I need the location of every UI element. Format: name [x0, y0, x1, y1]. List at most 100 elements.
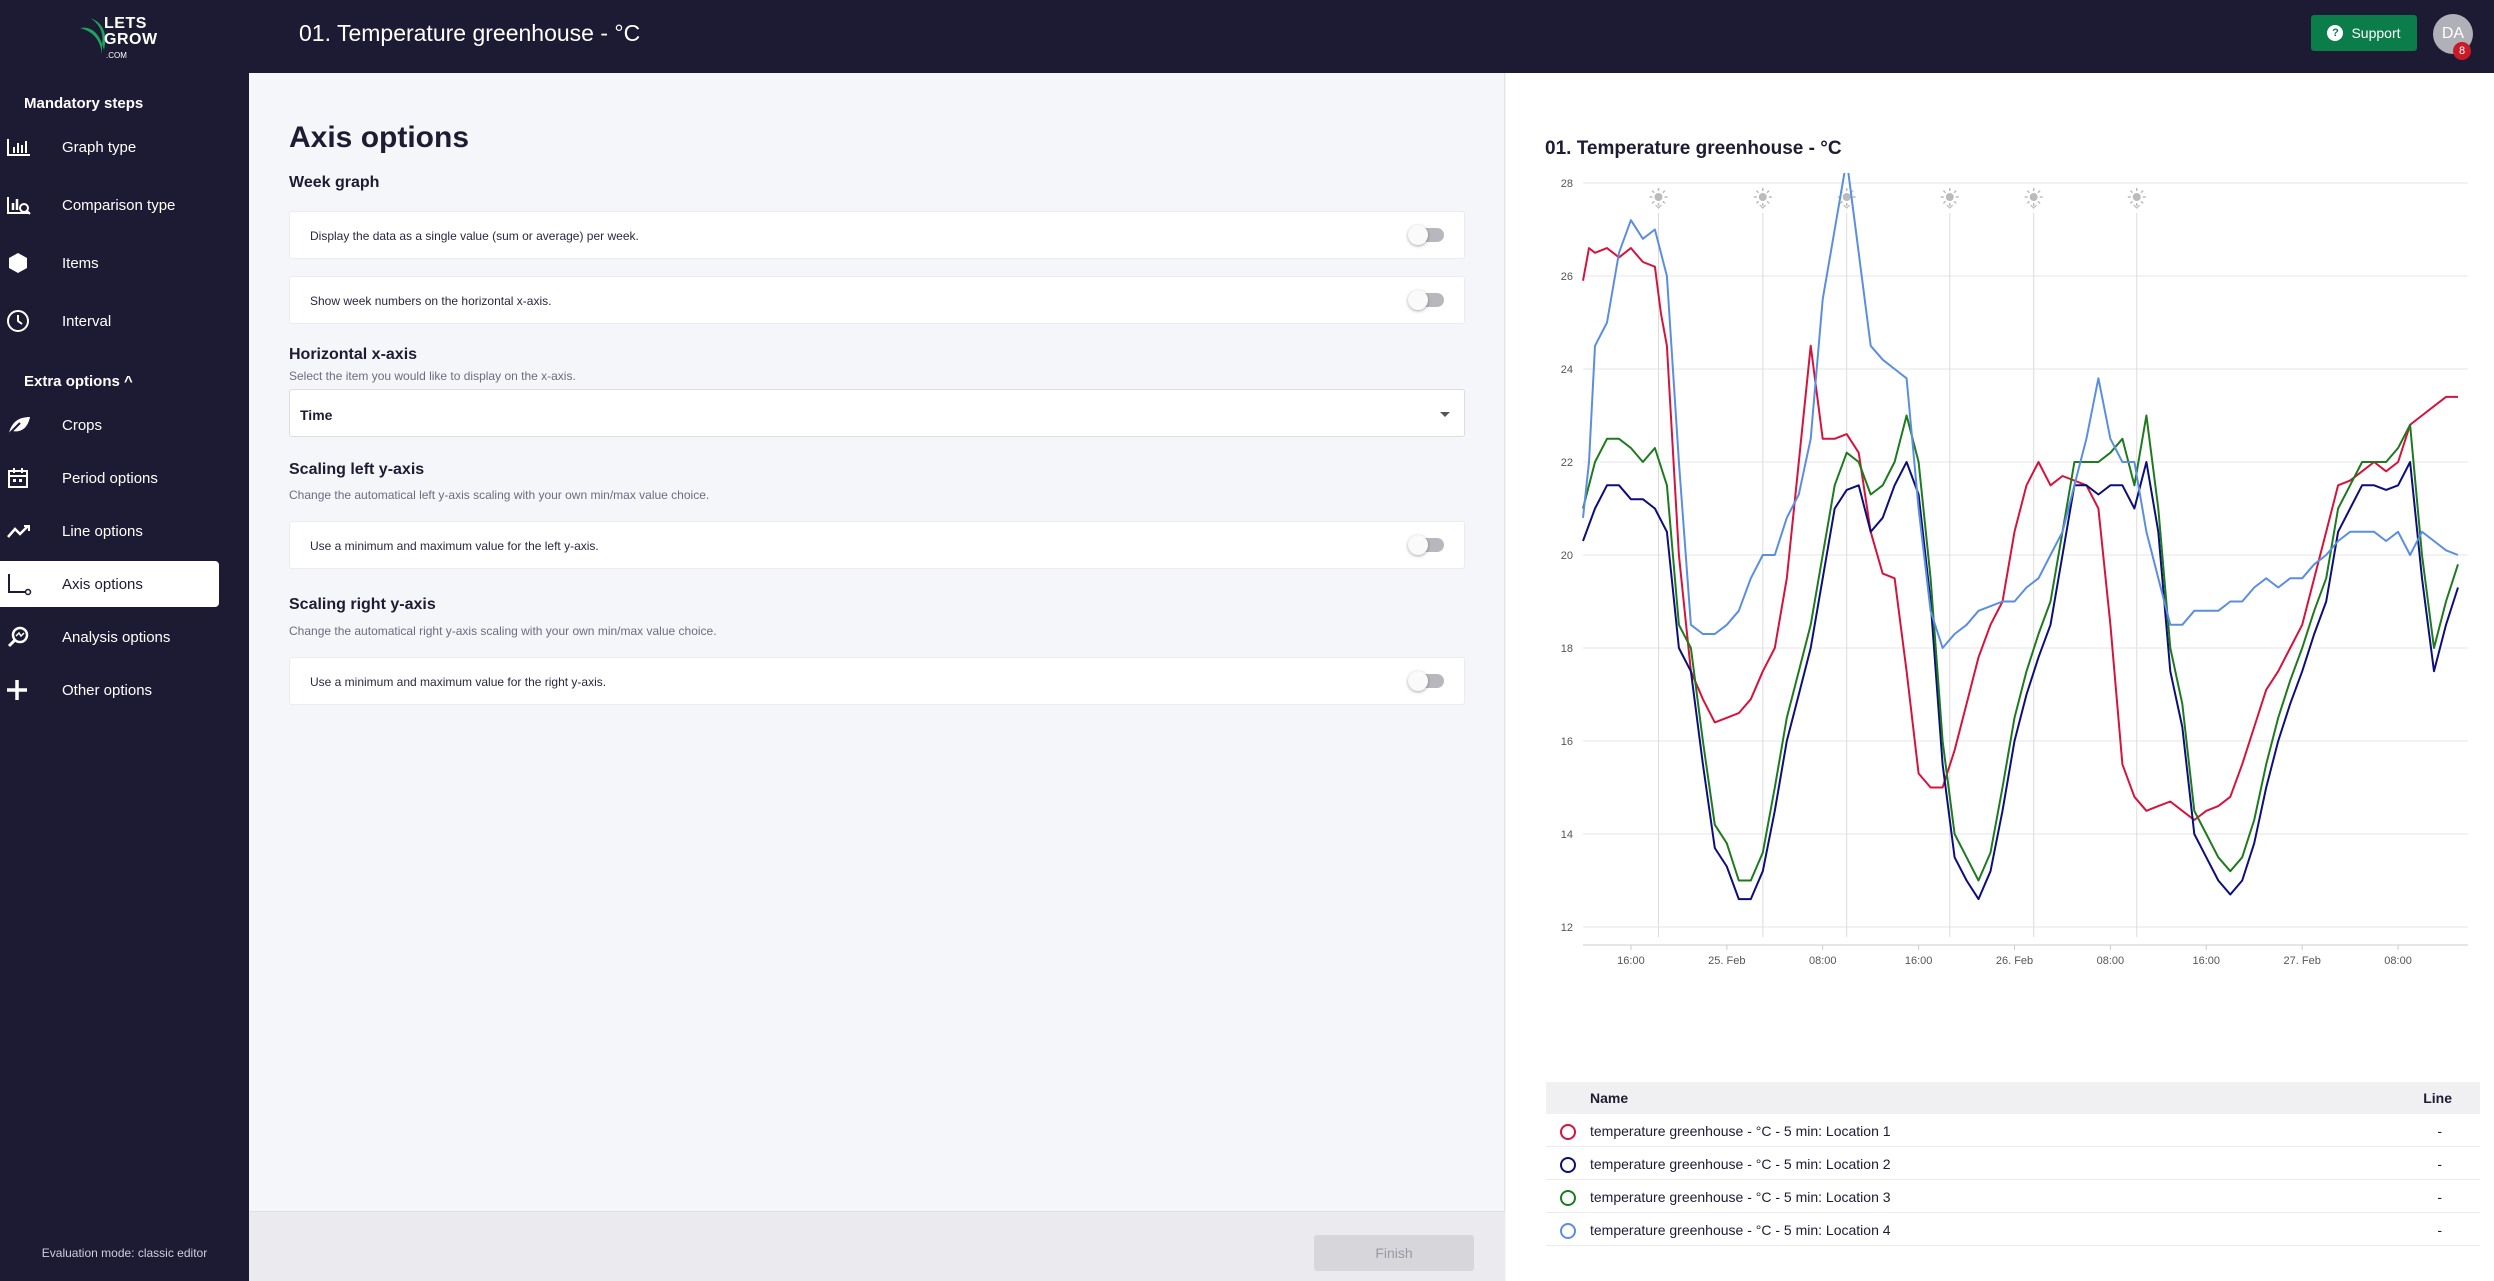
settings-panel: Axis options Week graph Display the data…	[249, 73, 1505, 1281]
x-tick-label: 26. Feb	[1996, 955, 2033, 967]
horizontal-axis-title: Horizontal x-axis	[289, 346, 418, 363]
sidebar-item-graph-type[interactable]: Graph type	[0, 124, 219, 170]
toggle-knob	[1408, 225, 1428, 245]
series-color-marker	[1560, 1190, 1576, 1206]
sidebar-item-interval[interactable]: Interval	[0, 298, 219, 344]
week-single-value-text: Display the data as a single value (sum …	[310, 229, 639, 243]
scaling-left-row: Use a minimum and maximum value for the …	[289, 521, 1465, 569]
y-tick-label: 18	[1561, 643, 1573, 655]
sidebar-item-comparison-type[interactable]: Comparison type	[0, 182, 219, 228]
y-tick-label: 14	[1561, 829, 1573, 841]
support-button[interactable]: ? Support	[2311, 15, 2417, 51]
sidebar-item-crops[interactable]: Crops	[0, 402, 219, 448]
legend-row[interactable]: temperature greenhouse - °C - 5 min: Loc…	[1546, 1180, 2480, 1213]
sidebar-item-axis-options[interactable]: Axis options	[0, 561, 219, 607]
sidebar-item-label: Axis options	[62, 575, 143, 593]
scaling-right-row: Use a minimum and maximum value for the …	[289, 657, 1465, 705]
scaling-right-title: Scaling right y-axis	[289, 596, 436, 613]
scaling-left-description: Change the automatical left y-axis scali…	[289, 488, 710, 502]
chevron-down-icon	[1440, 412, 1450, 417]
sidebar-item-items[interactable]: Items	[0, 240, 219, 286]
week-numbers-toggle[interactable]	[1408, 290, 1444, 310]
x-tick-label: 08:00	[2384, 955, 2412, 967]
sidebar-item-label: Other options	[62, 681, 153, 699]
sidebar-item-label: Items	[62, 254, 99, 272]
y-tick-label: 24	[1561, 364, 1573, 376]
mandatory-steps-title: Mandatory steps	[24, 95, 144, 112]
extra-options-toggle[interactable]: Extra options ^	[24, 373, 133, 390]
x-tick-label: 25. Feb	[1708, 955, 1745, 967]
letsgrow-logo[interactable]: LETS GROW .COM	[72, 14, 182, 66]
chart-title: 01. Temperature greenhouse - °C	[1545, 138, 1842, 159]
legend-name-header: Name	[1590, 1090, 1629, 1106]
page-title: 01. Temperature greenhouse - °C	[299, 20, 641, 46]
legend-series-name: temperature greenhouse - °C - 5 min: Loc…	[1590, 1156, 1891, 1172]
legend-row[interactable]: temperature greenhouse - °C - 5 min: Loc…	[1546, 1114, 2480, 1147]
legend-series-name: temperature greenhouse - °C - 5 min: Loc…	[1590, 1189, 1891, 1205]
sidebar-item-label: Comparison type	[62, 196, 176, 214]
x-tick-label: 16:00	[1617, 955, 1645, 967]
week-single-value-row: Display the data as a single value (sum …	[289, 211, 1465, 259]
week-single-value-toggle[interactable]	[1408, 225, 1444, 245]
leaf-icon	[6, 411, 42, 439]
week-numbers-row: Show week numbers on the horizontal x-ax…	[289, 276, 1465, 324]
legend-table: Name Line temperature greenhouse - °C - …	[1546, 1082, 2480, 1246]
sidebar-item-other-options[interactable]: Other options	[0, 667, 219, 713]
sidebar-item-label: Line options	[62, 522, 143, 540]
x-tick-label: 08:00	[1809, 955, 1837, 967]
y-tick-label: 20	[1561, 550, 1573, 562]
x-tick-label: 16:00	[2193, 955, 2221, 967]
axis-icon	[6, 570, 42, 598]
toggle-knob	[1408, 290, 1428, 310]
y-tick-label: 28	[1561, 178, 1573, 190]
sunrise-icon	[1649, 188, 1668, 209]
sidebar-item-analysis-options[interactable]: Analysis options	[0, 614, 219, 660]
x-tick-label: 08:00	[2097, 955, 2125, 967]
legend-row[interactable]: temperature greenhouse - °C - 5 min: Loc…	[1546, 1213, 2480, 1246]
legend-series-name: temperature greenhouse - °C - 5 min: Loc…	[1590, 1123, 1891, 1139]
sidebar-item-period-options[interactable]: Period options	[0, 455, 219, 501]
legend-series-line: -	[2437, 1189, 2442, 1205]
week-numbers-text: Show week numbers on the horizontal x-ax…	[310, 294, 552, 308]
clock-icon	[6, 307, 42, 335]
sidebar-item-label: Graph type	[62, 138, 137, 156]
hexagon-icon	[6, 249, 42, 277]
scaling-right-text: Use a minimum and maximum value for the …	[310, 675, 607, 689]
sunrise-icon	[2127, 188, 2146, 209]
line-chart[interactable]: 12 14 16 18 20 22 24 26 28 16:00 25. Feb 08:00 16:00…	[1506, 173, 2494, 1073]
legend-header: Name Line	[1546, 1082, 2480, 1114]
sunrise-icon	[1753, 188, 1772, 209]
series-color-marker	[1560, 1124, 1576, 1140]
leaf-logo-icon	[80, 18, 106, 54]
series-color-marker	[1560, 1157, 1576, 1173]
series-line	[1582, 173, 2459, 649]
scaling-left-title: Scaling left y-axis	[289, 461, 425, 478]
sidebar-item-label: Analysis options	[62, 628, 171, 646]
x-axis-select[interactable]: Time	[289, 389, 1465, 437]
line-chart-icon	[6, 517, 42, 545]
logo-com: .COM	[106, 51, 127, 60]
y-tick-label: 22	[1561, 457, 1573, 469]
legend-series-line: -	[2437, 1156, 2442, 1172]
top-bar: 01. Temperature greenhouse - °C ? Suppor…	[249, 0, 2494, 73]
week-graph-title: Week graph	[289, 174, 380, 191]
sunrise-icon	[1837, 188, 1856, 209]
legend-series-line: -	[2437, 1123, 2442, 1139]
scaling-right-toggle[interactable]	[1408, 671, 1444, 691]
toggle-knob	[1408, 671, 1428, 691]
series-color-marker	[1560, 1223, 1576, 1239]
scaling-left-toggle[interactable]	[1408, 535, 1444, 555]
footer-bar: Finish	[249, 1211, 1505, 1281]
logo-text: LETS GROW	[104, 15, 158, 48]
legend-row[interactable]: temperature greenhouse - °C - 5 min: Loc…	[1546, 1147, 2480, 1180]
x-axis-select-value: Time	[300, 407, 333, 423]
sidebar-item-label: Period options	[62, 469, 158, 487]
finish-button[interactable]: Finish	[1314, 1235, 1474, 1271]
scaling-left-text: Use a minimum and maximum value for the …	[310, 539, 599, 553]
legend-series-name: temperature greenhouse - °C - 5 min: Loc…	[1590, 1222, 1891, 1238]
toggle-knob	[1408, 535, 1428, 555]
magnifier-icon	[6, 623, 42, 651]
sidebar-item-label: Crops	[62, 416, 103, 434]
sidebar-item-line-options[interactable]: Line options	[0, 508, 219, 554]
settings-title: Axis options	[289, 121, 470, 154]
